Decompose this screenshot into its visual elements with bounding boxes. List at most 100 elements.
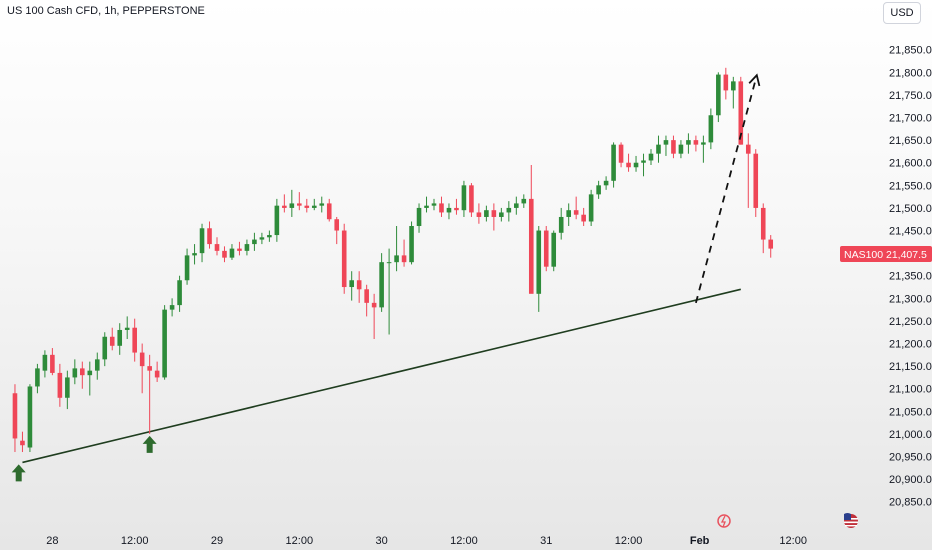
candle-down: [12, 384, 18, 453]
candle-body: [716, 74, 721, 116]
candle-body: [693, 140, 699, 145]
candle-body: [409, 226, 414, 263]
candle-body: [65, 377, 70, 398]
candle-body: [738, 81, 744, 145]
y-tick-label: 21,750.0: [889, 90, 932, 102]
candle-down: [476, 203, 482, 224]
candle-body: [267, 235, 272, 238]
candle-body: [461, 185, 467, 211]
candle-down: [237, 241, 242, 256]
candle-body: [57, 372, 63, 398]
candle-up: [701, 135, 706, 163]
x-tick-label: 30: [375, 535, 387, 547]
candle-body: [72, 368, 78, 378]
candle-body: [551, 232, 557, 267]
price-label-symbol: NAS100: [844, 249, 883, 261]
candle-down: [80, 361, 85, 389]
candle-down: [132, 318, 137, 362]
candle-body: [394, 255, 399, 263]
candle-body: [177, 280, 182, 306]
candle-up: [124, 316, 130, 340]
candle-body: [349, 280, 354, 288]
candle-body: [214, 244, 220, 251]
x-tick-label: 12:00: [779, 535, 807, 547]
candle-body: [753, 153, 759, 208]
candle-up: [431, 198, 437, 211]
candle-body: [311, 205, 317, 208]
candle-up: [65, 370, 70, 410]
y-tick-label: 21,050.0: [889, 406, 932, 418]
candle-down: [57, 363, 63, 407]
candle-up: [379, 253, 384, 312]
candle-up: [169, 298, 175, 317]
y-tick-label: 21,150.0: [889, 361, 932, 373]
candle-body: [42, 354, 48, 371]
candle-down: [581, 207, 586, 227]
candle-body: [536, 230, 542, 294]
candle-body: [648, 153, 654, 161]
candle-body: [603, 180, 609, 186]
candle-down: [528, 164, 534, 294]
y-tick-label: 21,600.0: [889, 158, 932, 170]
candle-up: [506, 201, 512, 222]
candle-down: [745, 133, 751, 208]
candle-body: [12, 393, 18, 439]
candle-body: [708, 115, 714, 143]
candle-down: [20, 431, 25, 453]
candle-up: [349, 271, 354, 301]
event-flash-icon[interactable]: [717, 514, 731, 528]
candle-down: [222, 246, 227, 263]
candle-up: [551, 230, 557, 272]
candle-body: [334, 219, 340, 231]
candle-body: [528, 198, 534, 294]
candle-up: [416, 203, 422, 233]
candle-up: [252, 232, 257, 251]
candle-body: [50, 354, 55, 373]
candle-down: [753, 149, 759, 217]
candle-body: [656, 144, 661, 154]
candle-body: [184, 255, 190, 281]
candle-body: [147, 366, 152, 371]
candle-body: [588, 194, 594, 222]
candle-body: [454, 207, 459, 211]
candle-body: [723, 74, 729, 91]
up-arrow-marker: [142, 435, 157, 453]
candle-body: [760, 207, 766, 240]
candle-up: [656, 135, 661, 163]
candle-body: [154, 370, 160, 378]
candle-body: [491, 210, 497, 217]
candle-up: [259, 232, 265, 245]
candle-down: [207, 221, 212, 249]
candle-up: [409, 221, 414, 265]
x-tick-label: 31: [540, 535, 552, 547]
candle-down: [543, 226, 549, 272]
candle-body: [424, 205, 429, 208]
candle-body: [596, 185, 601, 195]
candle-body: [252, 239, 257, 245]
candle-up: [72, 359, 78, 385]
candle-body: [731, 81, 736, 91]
candle-up: [731, 76, 736, 109]
candle-body: [371, 302, 377, 308]
candle-body: [566, 210, 571, 217]
candle-up: [678, 140, 684, 159]
candle-down: [282, 194, 287, 213]
candle-down: [304, 198, 310, 213]
candle-up: [27, 384, 33, 453]
candle-body: [27, 386, 33, 448]
candle-up: [648, 149, 654, 165]
currency-button[interactable]: USD: [883, 2, 921, 24]
candle-body: [618, 144, 624, 163]
candle-body: [379, 262, 384, 308]
candle-body: [678, 144, 684, 154]
candle-body: [768, 239, 774, 249]
y-tick-label: 21,100.0: [889, 384, 932, 396]
candle-up: [461, 180, 467, 217]
candle-up: [596, 180, 601, 199]
candle-up: [102, 332, 108, 367]
us-flag-icon[interactable]: [844, 513, 858, 528]
candle-up: [94, 352, 100, 380]
candle-down: [573, 196, 579, 220]
